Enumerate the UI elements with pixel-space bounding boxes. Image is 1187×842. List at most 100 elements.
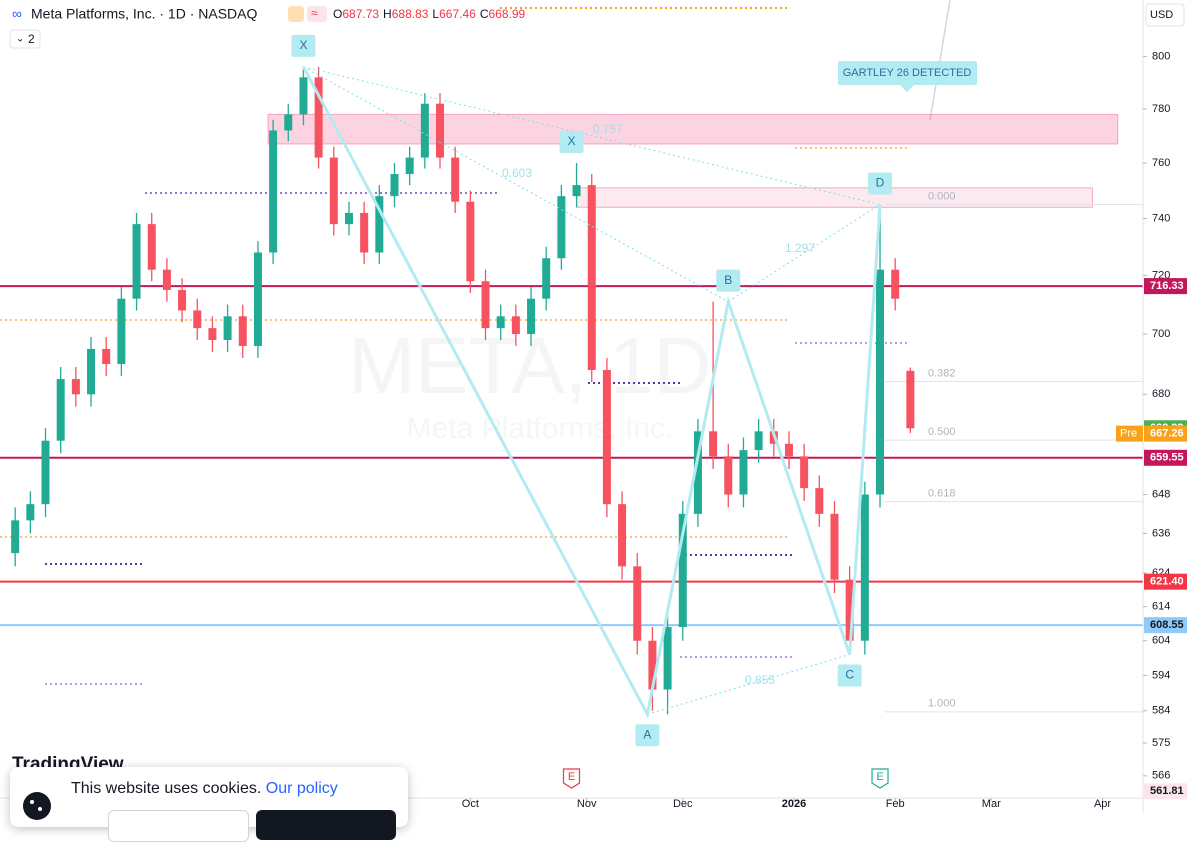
y-tick-label: 636 xyxy=(1152,527,1170,539)
pattern-point xyxy=(559,131,584,154)
x-tick-label: Mar xyxy=(982,798,1001,810)
ratio-line xyxy=(647,654,850,715)
x-tick-label: Nov xyxy=(577,798,597,810)
y-tick-label: 700 xyxy=(1152,328,1170,340)
manage-button[interactable] xyxy=(108,810,249,842)
ratio-label: 1.297 xyxy=(785,241,815,255)
chevron[interactable]: ⌄ xyxy=(16,34,24,45)
y-tick-label: 680 xyxy=(1152,388,1170,400)
candle-body xyxy=(466,201,475,282)
price-label: 621.40 xyxy=(1150,576,1184,588)
candle-body xyxy=(178,289,187,311)
pattern-name: GARTLEY 26 DETECTED xyxy=(843,67,972,79)
price-axis-panel xyxy=(1143,0,1187,813)
supply-zone xyxy=(267,113,1119,145)
pattern-point-label: X xyxy=(567,134,575,148)
indicator-count[interactable]: 2 xyxy=(28,32,35,46)
candle-body xyxy=(481,281,490,329)
candle-body xyxy=(815,488,824,514)
candle-body xyxy=(678,513,687,628)
pattern-point xyxy=(291,34,316,57)
policy-link[interactable]: Our policy xyxy=(265,780,338,797)
price-label-box xyxy=(1144,617,1187,634)
candle-body xyxy=(132,224,141,299)
price-label: 716.33 xyxy=(1150,280,1184,292)
event-label: E xyxy=(568,771,575,783)
candle-body xyxy=(329,157,338,225)
candle-body xyxy=(648,640,657,690)
candle-body xyxy=(451,157,460,202)
candle-body xyxy=(253,252,262,346)
candle-body xyxy=(314,77,323,158)
candle-body xyxy=(71,379,80,395)
price-label-box xyxy=(1144,278,1187,295)
currency-button[interactable] xyxy=(1145,3,1185,27)
fib-label: 0.500 xyxy=(928,426,956,438)
candle-body xyxy=(405,157,414,175)
fib-label: 0.618 xyxy=(928,488,956,500)
candle-body xyxy=(208,328,217,340)
price-label-box xyxy=(1144,449,1187,466)
background-layer xyxy=(0,0,951,685)
event-marker[interactable] xyxy=(871,768,889,789)
y-tick-label: 800 xyxy=(1152,50,1170,62)
y-tick-label: 780 xyxy=(1152,103,1170,115)
candle-body xyxy=(299,77,308,115)
price-label: 667.26 xyxy=(1150,428,1184,440)
candle-body xyxy=(724,456,733,495)
watermark-subtitle: Meta Platforms, Inc. xyxy=(407,412,674,445)
ratio-label: 0.855 xyxy=(745,673,775,687)
candle-body xyxy=(784,443,793,457)
candle-body xyxy=(102,348,111,364)
pattern-badge-pointer xyxy=(900,85,914,92)
meta-logo: ∞ xyxy=(12,6,22,22)
candle-body xyxy=(557,196,566,259)
fib-label: 0.382 xyxy=(928,367,956,379)
pattern-point-label: A xyxy=(643,727,651,741)
x-tick-label: 2026 xyxy=(782,798,806,810)
ohlc-value: 687.73 xyxy=(342,7,379,21)
trend-line xyxy=(929,0,951,121)
cookie-icon xyxy=(23,792,51,820)
event-marker[interactable] xyxy=(562,768,581,789)
currency[interactable]: USD xyxy=(1150,9,1173,21)
candle-body xyxy=(193,310,202,329)
y-tick-label: 740 xyxy=(1152,212,1170,224)
y-tick-label: 594 xyxy=(1152,669,1170,681)
ratio-label: 0.757 xyxy=(593,122,623,136)
ohlc-value: 667.46 xyxy=(439,7,476,21)
candle-body xyxy=(375,196,384,253)
candle-body xyxy=(496,316,505,329)
pattern-point-label: C xyxy=(845,668,854,682)
axes: 8007807607407207006806486366246146045945… xyxy=(462,50,1187,810)
candle-body xyxy=(906,370,915,429)
indicator-toggle[interactable] xyxy=(9,29,41,49)
price-label: 659.55 xyxy=(1150,452,1184,464)
y-tick-label: 604 xyxy=(1152,635,1170,647)
candle-body xyxy=(800,456,809,489)
y-tick-label: 760 xyxy=(1152,157,1170,169)
pattern-point-label: B xyxy=(724,273,732,287)
candle-body xyxy=(420,103,429,158)
cookie-text-row: This website uses cookies. Our policy xyxy=(71,780,338,798)
candle-body xyxy=(633,566,642,641)
price-label-box xyxy=(1144,573,1187,590)
badge xyxy=(288,6,304,22)
candle-body xyxy=(344,212,353,225)
pattern-point xyxy=(868,172,893,195)
event-label: E xyxy=(876,771,883,783)
price-label: 608.55 xyxy=(1150,619,1184,631)
pattern-point-label: D xyxy=(876,176,885,190)
price-tag-box xyxy=(1116,425,1143,442)
badge xyxy=(307,6,327,22)
y-tick-label: 575 xyxy=(1152,737,1170,749)
ohlc-key: L xyxy=(432,7,439,21)
y-tick-label: 648 xyxy=(1152,488,1170,500)
badge-icon: ≈ xyxy=(311,6,318,20)
fib-label: 0.000 xyxy=(928,190,956,202)
x-tick-label: Apr xyxy=(1094,798,1111,810)
accept-button[interactable] xyxy=(256,810,396,840)
candle-body xyxy=(162,269,171,290)
x-tick-label: Feb xyxy=(886,798,905,810)
candle-body xyxy=(618,504,627,567)
